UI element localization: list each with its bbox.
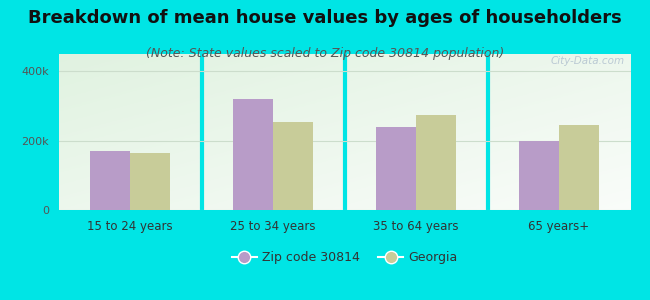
Bar bbox=[233, 99, 273, 210]
Bar bbox=[416, 115, 456, 210]
Text: (Note: State values scaled to Zip code 30814 population): (Note: State values scaled to Zip code 3… bbox=[146, 46, 504, 59]
Legend: Zip code 30814, Georgia: Zip code 30814, Georgia bbox=[227, 246, 462, 269]
Bar bbox=[559, 125, 599, 210]
Bar bbox=[519, 141, 559, 210]
Bar bbox=[376, 127, 416, 210]
Bar bbox=[130, 153, 170, 210]
Text: Breakdown of mean house values by ages of householders: Breakdown of mean house values by ages o… bbox=[28, 9, 622, 27]
Bar bbox=[273, 122, 313, 210]
Text: City-Data.com: City-Data.com bbox=[551, 56, 625, 66]
Bar bbox=[90, 151, 130, 210]
